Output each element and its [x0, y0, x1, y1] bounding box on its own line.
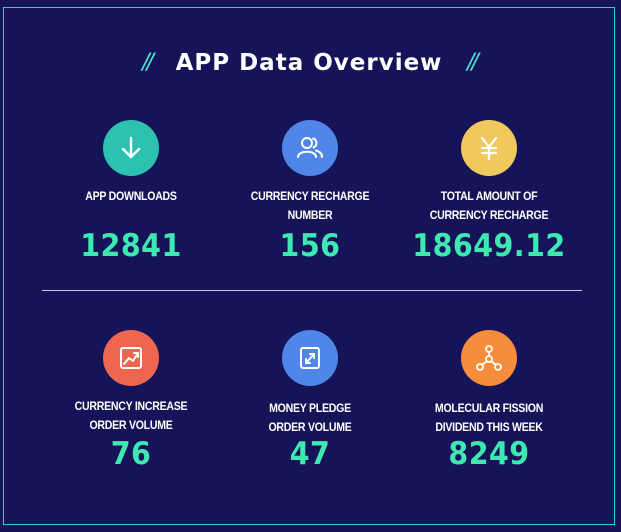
stat-label-line: CURRENCY RECHARGE — [250, 189, 370, 203]
stat-label-line: DIVIDEND THIS WEEK — [435, 420, 543, 434]
stat-app-downloads: APP DOWNLOADS 12841 — [36, 120, 226, 262]
section-divider — [42, 290, 582, 291]
trend-chart-icon — [103, 330, 159, 386]
exchange-icon — [282, 330, 338, 386]
stat-currency-increase: CURRENCY INCREASE ORDER VOLUME 76 — [36, 330, 226, 470]
stat-label-line: TOTAL AMOUNT OF — [440, 189, 538, 203]
stat-molecular-fission: MOLECULAR FISSION DIVIDEND THIS WEEK 824… — [394, 330, 584, 470]
stat-value: 156 — [279, 228, 341, 264]
stat-label-line: ORDER VOLUME — [268, 420, 352, 434]
download-arrow-icon — [103, 120, 159, 176]
title-row: // APP Data Overview // — [4, 48, 614, 78]
stat-value: 47 — [289, 436, 331, 472]
stat-value: 8249 — [448, 436, 530, 472]
stat-label-line: CURRENCY RECHARGE — [429, 208, 549, 222]
data-overview-panel: // APP Data Overview // APP DOWNLOADS 12… — [3, 7, 615, 525]
stat-label: TOTAL AMOUNT OF CURRENCY RECHARGE — [405, 187, 572, 225]
stat-value: 12841 — [80, 228, 182, 264]
molecule-icon — [461, 330, 517, 386]
title-deco-left: // — [142, 50, 154, 75]
page-title: APP Data Overview — [175, 49, 443, 76]
stat-label-line: CURRENCY INCREASE — [74, 399, 188, 413]
stat-money-pledge: MONEY PLEDGE ORDER VOLUME 47 — [215, 330, 405, 470]
stat-total-recharge: TOTAL AMOUNT OF CURRENCY RECHARGE 18649.… — [394, 120, 584, 262]
yen-icon — [461, 120, 517, 176]
stat-label: MONEY PLEDGE ORDER VOLUME — [226, 399, 393, 437]
title-deco-right: // — [467, 50, 479, 75]
stat-label: CURRENCY INCREASE ORDER VOLUME — [47, 397, 214, 435]
stat-currency-recharge-number: CURRENCY RECHARGE NUMBER 156 — [215, 120, 405, 262]
stat-label: CURRENCY RECHARGE NUMBER — [226, 187, 393, 225]
stat-label: MOLECULAR FISSION DIVIDEND THIS WEEK — [405, 399, 572, 437]
stat-label-line: MOLECULAR FISSION — [434, 401, 544, 415]
users-icon — [282, 120, 338, 176]
stat-label-line: ORDER VOLUME — [89, 418, 173, 432]
stat-label-line: MONEY PLEDGE — [269, 401, 351, 415]
stat-value: 76 — [110, 436, 152, 472]
stat-label-line: NUMBER — [287, 208, 333, 222]
stat-label-line: APP DOWNLOADS — [85, 189, 177, 203]
stat-value: 18649.12 — [412, 228, 566, 264]
stat-label: APP DOWNLOADS — [47, 187, 214, 206]
